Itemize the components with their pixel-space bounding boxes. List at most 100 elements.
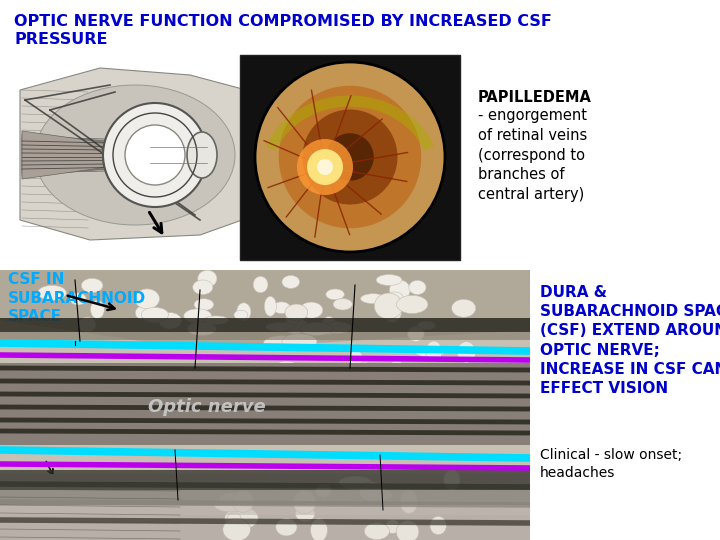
Ellipse shape [135, 289, 160, 309]
Ellipse shape [272, 302, 290, 314]
Ellipse shape [366, 490, 392, 500]
Ellipse shape [193, 280, 213, 294]
Ellipse shape [219, 493, 244, 505]
Circle shape [302, 110, 397, 205]
Ellipse shape [326, 289, 344, 300]
FancyBboxPatch shape [0, 332, 530, 340]
Ellipse shape [400, 490, 418, 514]
Polygon shape [22, 131, 108, 179]
Ellipse shape [274, 361, 299, 373]
Ellipse shape [354, 363, 381, 375]
Ellipse shape [417, 321, 436, 330]
Polygon shape [22, 134, 108, 176]
Ellipse shape [328, 378, 354, 399]
FancyBboxPatch shape [0, 363, 530, 445]
Ellipse shape [408, 327, 424, 341]
Text: PRESSURE: PRESSURE [14, 32, 107, 47]
Polygon shape [0, 270, 530, 350]
Circle shape [103, 103, 207, 207]
FancyBboxPatch shape [0, 318, 530, 332]
FancyBboxPatch shape [0, 474, 530, 540]
Ellipse shape [283, 318, 308, 334]
Ellipse shape [78, 318, 96, 332]
Ellipse shape [386, 361, 408, 386]
Circle shape [125, 125, 185, 185]
Circle shape [255, 62, 445, 252]
Ellipse shape [426, 341, 442, 362]
Ellipse shape [435, 368, 469, 380]
Ellipse shape [398, 372, 428, 388]
Ellipse shape [374, 293, 402, 319]
FancyBboxPatch shape [240, 55, 460, 260]
Text: - engorgement
of retinal veins
(correspond to
branches of
central artery): - engorgement of retinal veins (correspo… [478, 108, 588, 202]
Ellipse shape [233, 490, 253, 512]
Ellipse shape [323, 322, 351, 334]
Ellipse shape [234, 310, 248, 320]
Ellipse shape [415, 346, 446, 357]
Ellipse shape [187, 132, 217, 178]
Ellipse shape [348, 350, 363, 370]
Ellipse shape [311, 367, 344, 378]
Ellipse shape [285, 304, 307, 321]
Ellipse shape [194, 299, 214, 310]
Circle shape [307, 149, 343, 185]
Text: Optic nerve: Optic nerve [148, 398, 266, 416]
Ellipse shape [300, 322, 333, 335]
Ellipse shape [253, 276, 268, 293]
Ellipse shape [354, 377, 373, 401]
FancyBboxPatch shape [0, 490, 530, 515]
Ellipse shape [431, 363, 449, 381]
Ellipse shape [70, 293, 86, 305]
Ellipse shape [396, 521, 419, 540]
Ellipse shape [376, 274, 402, 286]
Ellipse shape [321, 316, 336, 334]
Circle shape [279, 86, 421, 228]
Polygon shape [20, 68, 290, 240]
Ellipse shape [386, 292, 403, 304]
Ellipse shape [293, 490, 316, 514]
Ellipse shape [397, 295, 428, 314]
Ellipse shape [282, 334, 317, 349]
Ellipse shape [184, 309, 212, 323]
Ellipse shape [237, 303, 251, 321]
Ellipse shape [227, 513, 241, 524]
Ellipse shape [385, 519, 400, 534]
Ellipse shape [457, 342, 476, 363]
Ellipse shape [223, 518, 251, 540]
Ellipse shape [135, 306, 149, 320]
Circle shape [326, 133, 374, 181]
Ellipse shape [286, 311, 298, 326]
Ellipse shape [361, 294, 386, 303]
Ellipse shape [81, 278, 103, 293]
Ellipse shape [264, 296, 276, 316]
Ellipse shape [225, 507, 258, 529]
Ellipse shape [282, 275, 300, 288]
Polygon shape [22, 137, 108, 173]
Ellipse shape [354, 362, 377, 380]
Ellipse shape [310, 518, 328, 540]
Ellipse shape [187, 322, 216, 336]
Ellipse shape [444, 469, 460, 490]
Ellipse shape [159, 313, 181, 329]
Ellipse shape [198, 270, 217, 287]
Ellipse shape [203, 316, 228, 325]
Ellipse shape [430, 516, 446, 535]
Text: PAPILLEDEMA: PAPILLEDEMA [478, 90, 592, 105]
Ellipse shape [295, 507, 315, 522]
Ellipse shape [364, 523, 390, 539]
Text: CSF IN
SUBARACHNOID
SPACE: CSF IN SUBARACHNOID SPACE [8, 272, 146, 324]
Ellipse shape [359, 482, 384, 501]
Ellipse shape [264, 336, 299, 352]
FancyBboxPatch shape [0, 470, 530, 505]
Ellipse shape [215, 499, 247, 512]
Ellipse shape [366, 363, 381, 382]
Ellipse shape [409, 280, 426, 295]
Ellipse shape [383, 300, 402, 322]
Ellipse shape [37, 286, 66, 300]
Ellipse shape [300, 302, 323, 318]
Text: OPTIC NERVE FUNCTION COMPROMISED BY INCREASED CSF: OPTIC NERVE FUNCTION COMPROMISED BY INCR… [14, 14, 552, 29]
Ellipse shape [266, 322, 295, 332]
Text: Clinical - slow onset;
headaches: Clinical - slow onset; headaches [540, 448, 682, 481]
Ellipse shape [35, 85, 235, 225]
Text: DURA &
SUBARACHNOID SPACE
(CSF) EXTEND AROUND
OPTIC NERVE;
INCREASE IN CSF CAN
E: DURA & SUBARACHNOID SPACE (CSF) EXTEND A… [540, 285, 720, 396]
